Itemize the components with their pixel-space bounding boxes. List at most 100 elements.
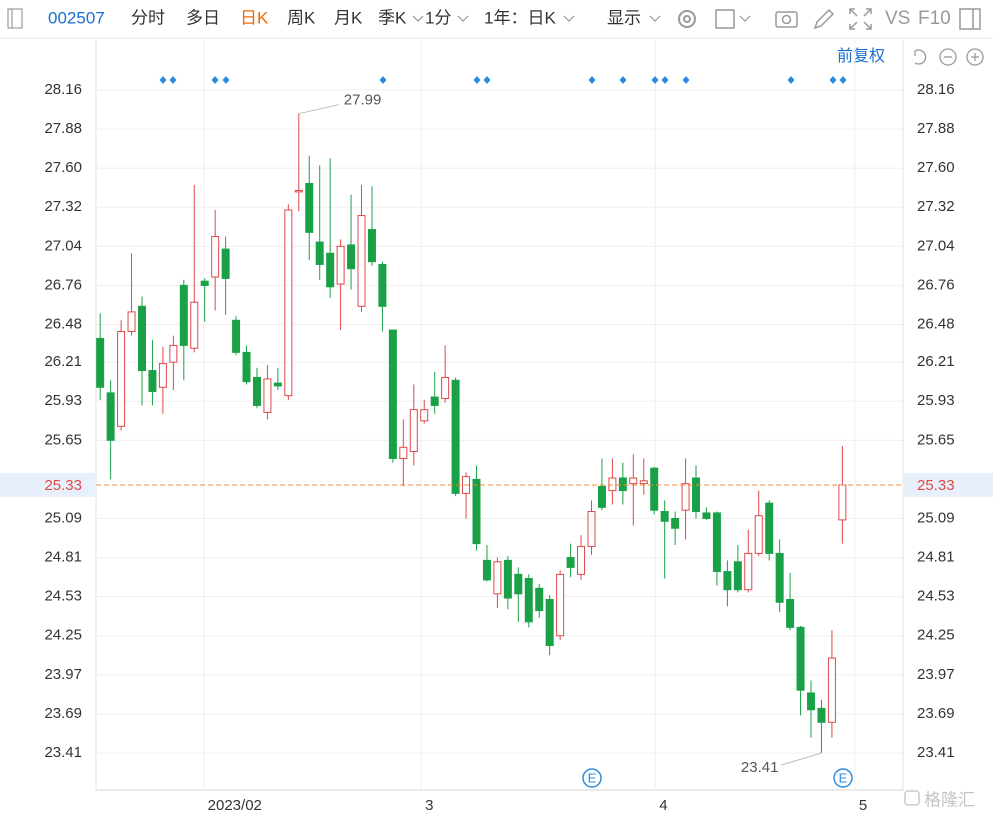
event-marker[interactable]: [839, 76, 847, 84]
adjust-mode[interactable]: 前复权: [837, 47, 885, 65]
tab[interactable]: 月K: [334, 8, 363, 27]
candle-body: [200, 280, 209, 286]
candle-body: [232, 319, 241, 353]
camera-icon[interactable]: [775, 11, 798, 28]
candle-body: [535, 587, 544, 612]
candle-body: [441, 377, 450, 399]
zoom-out-icon[interactable]: [939, 48, 957, 66]
caret: [457, 15, 469, 22]
y2-tick-label: 25.09: [917, 509, 955, 526]
event-marker[interactable]: [829, 76, 837, 84]
color-icon[interactable]: [715, 9, 735, 29]
display-select[interactable]: 显示: [607, 8, 641, 27]
candle-body: [733, 561, 742, 591]
period-select[interactable]: 1年：日K: [484, 8, 556, 27]
event-marker[interactable]: [222, 76, 230, 84]
panel-icon[interactable]: [959, 8, 981, 30]
y-tick-label: 25.93: [44, 392, 82, 409]
reset-icon[interactable]: [914, 49, 927, 65]
sidebar-toggle[interactable]: [7, 8, 23, 29]
event-marker[interactable]: [169, 76, 177, 84]
candle-body: [618, 477, 627, 492]
event-marker[interactable]: [682, 76, 690, 84]
x-tick-label: 5: [859, 797, 867, 814]
candle-body: [514, 573, 523, 595]
zoom-in-plus: [971, 53, 979, 61]
event-badge[interactable]: [582, 768, 602, 788]
event-marker[interactable]: [473, 76, 481, 84]
candle-body: [482, 559, 491, 581]
candle-body: [148, 370, 157, 392]
fullscreen-icon[interactable]: [849, 8, 872, 30]
event-markers: [159, 76, 847, 84]
grid: 28.16 28.16 27.88 27.88 27.60 27.60 27.32 27.32…: [44, 40, 955, 814]
candle-body: [158, 363, 167, 388]
candle-body: [765, 502, 774, 554]
candle-body: [242, 351, 251, 383]
candle-body: [336, 245, 345, 285]
tab[interactable]: 多日: [186, 8, 220, 27]
candles: [96, 113, 847, 754]
event-marker[interactable]: [211, 76, 219, 84]
settings-icon[interactable]: [678, 10, 696, 28]
last-price-box: [904, 472, 993, 497]
tab[interactable]: 季K: [378, 8, 407, 27]
x-tick-label: 3: [425, 797, 433, 814]
f10-button[interactable]: F10: [918, 8, 951, 29]
y-tick-label: 23.41: [44, 744, 82, 761]
tab[interactable]: 周K: [287, 8, 316, 27]
last-price-label: 25.33: [44, 477, 82, 494]
y-tick-label: 25.09: [44, 509, 82, 526]
event-badge-label: E: [839, 770, 848, 785]
candle-body: [754, 515, 763, 554]
event-marker[interactable]: [159, 76, 167, 84]
candle-body: [221, 248, 230, 279]
pencil-icon[interactable]: [813, 8, 835, 30]
annotation-label: 23.41: [741, 759, 779, 776]
candle-body: [629, 477, 638, 485]
event-marker[interactable]: [787, 76, 795, 84]
event-marker[interactable]: [379, 76, 387, 84]
candle-body: [597, 485, 606, 508]
y2-tick-label: 26.48: [917, 315, 955, 332]
event-marker[interactable]: [619, 76, 627, 84]
y2-tick-label: 26.76: [917, 276, 955, 293]
event-marker[interactable]: [588, 76, 596, 84]
event-marker[interactable]: [651, 76, 659, 84]
tab[interactable]: 1分: [425, 8, 451, 27]
event-marker[interactable]: [483, 76, 491, 84]
candle-body: [660, 511, 669, 522]
tab[interactable]: 日K: [240, 8, 269, 27]
candle-body: [796, 626, 805, 691]
candle-body: [127, 311, 136, 332]
x-tick-label: 2023/02: [208, 797, 262, 814]
caret: [563, 15, 575, 22]
zoom-in-icon[interactable]: [966, 48, 984, 66]
candle-body: [702, 512, 711, 519]
y2-tick-label: 27.60: [917, 159, 955, 176]
candle-body: [357, 215, 366, 307]
event-badge[interactable]: [833, 768, 853, 788]
candle-body: [169, 344, 178, 363]
y-tick-label: 25.65: [44, 431, 82, 448]
candle-body: [96, 337, 105, 388]
vs-button[interactable]: VS: [885, 8, 910, 29]
caret: [739, 15, 751, 22]
candle-body: [524, 578, 533, 623]
candle-body: [211, 236, 220, 278]
candle-body: [117, 330, 126, 427]
stock-code[interactable]: 002507: [48, 8, 105, 27]
candle-body: [556, 573, 565, 637]
candle-body: [284, 209, 293, 397]
candle-body: [190, 301, 199, 349]
y2-tick-label: 28.16: [917, 81, 955, 98]
candle-body: [347, 244, 356, 270]
y-tick-label: 26.76: [44, 276, 82, 293]
caret: [412, 15, 424, 22]
candle-body: [712, 512, 721, 573]
event-marker[interactable]: [661, 76, 669, 84]
tab[interactable]: 分时: [131, 8, 165, 27]
last-price-box: [0, 472, 95, 497]
y2-tick-label: 25.93: [917, 392, 955, 409]
candle-body: [503, 559, 512, 599]
